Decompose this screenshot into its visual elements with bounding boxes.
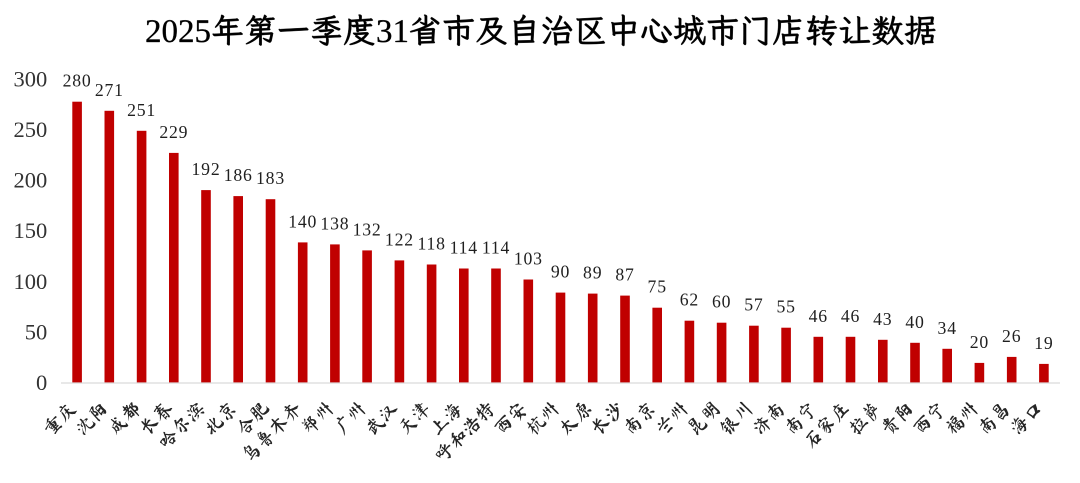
svg-text:138: 138	[320, 213, 349, 233]
svg-text:75: 75	[648, 277, 667, 297]
svg-text:40: 40	[905, 312, 924, 332]
svg-text:114: 114	[450, 238, 478, 258]
svg-text:19: 19	[1034, 333, 1053, 353]
svg-text:114: 114	[482, 238, 510, 258]
svg-text:200: 200	[14, 168, 48, 193]
svg-text:57: 57	[744, 295, 763, 315]
svg-text:300: 300	[14, 67, 48, 92]
svg-text:34: 34	[938, 318, 957, 338]
svg-text:229: 229	[159, 122, 188, 142]
svg-text:43: 43	[873, 309, 892, 329]
svg-text:46: 46	[809, 306, 828, 326]
svg-text:132: 132	[353, 219, 382, 239]
svg-text:100: 100	[14, 269, 48, 294]
svg-text:271: 271	[95, 80, 124, 100]
svg-text:62: 62	[680, 290, 699, 310]
svg-text:103: 103	[514, 249, 543, 269]
svg-text:55: 55	[776, 297, 795, 317]
svg-text:192: 192	[192, 159, 221, 179]
svg-text:280: 280	[63, 71, 92, 91]
svg-text:87: 87	[615, 265, 634, 285]
svg-text:26: 26	[1002, 326, 1021, 346]
svg-text:50: 50	[25, 319, 48, 344]
svg-text:183: 183	[256, 168, 285, 188]
svg-text:89: 89	[583, 263, 602, 283]
svg-text:251: 251	[127, 100, 156, 120]
svg-text:186: 186	[224, 165, 253, 185]
svg-text:150: 150	[14, 218, 48, 243]
svg-text:90: 90	[551, 262, 570, 282]
svg-text:250: 250	[14, 117, 48, 142]
svg-text:46: 46	[841, 306, 860, 326]
svg-text:122: 122	[385, 229, 414, 249]
svg-text:60: 60	[712, 292, 731, 312]
svg-text:0: 0	[36, 370, 47, 395]
svg-text:118: 118	[417, 234, 445, 254]
svg-text:140: 140	[288, 211, 317, 231]
svg-text:20: 20	[970, 332, 989, 352]
